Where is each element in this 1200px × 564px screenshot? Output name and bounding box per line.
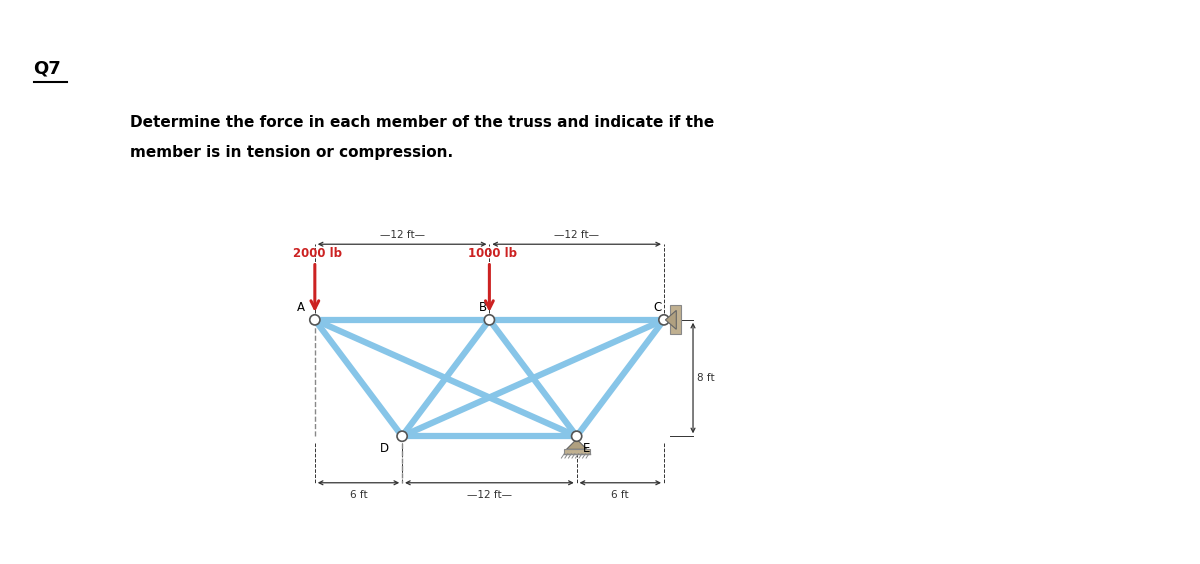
Text: 6 ft: 6 ft	[612, 490, 629, 500]
Circle shape	[659, 315, 670, 325]
Text: 2000 lb: 2000 lb	[293, 248, 342, 261]
Text: A: A	[298, 301, 305, 314]
Circle shape	[485, 315, 494, 325]
Text: —12 ft—: —12 ft—	[554, 230, 599, 240]
Polygon shape	[566, 439, 587, 450]
Text: Determine the force in each member of the truss and indicate if the: Determine the force in each member of th…	[130, 115, 714, 130]
Text: —12 ft—: —12 ft—	[467, 490, 512, 500]
Text: E: E	[582, 442, 590, 455]
Text: member is in tension or compression.: member is in tension or compression.	[130, 145, 452, 160]
Circle shape	[397, 431, 407, 441]
Text: C: C	[654, 301, 662, 314]
Text: 1000 lb: 1000 lb	[468, 248, 516, 261]
Text: D: D	[380, 442, 390, 455]
Text: —12 ft—: —12 ft—	[379, 230, 425, 240]
Circle shape	[571, 431, 582, 441]
Polygon shape	[665, 310, 677, 329]
Text: 8 ft: 8 ft	[697, 373, 715, 383]
Text: Q7: Q7	[34, 59, 61, 77]
Circle shape	[310, 315, 320, 325]
Bar	[670, 305, 682, 334]
Text: B: B	[479, 301, 487, 314]
Text: 6 ft: 6 ft	[349, 490, 367, 500]
Bar	[564, 450, 589, 453]
